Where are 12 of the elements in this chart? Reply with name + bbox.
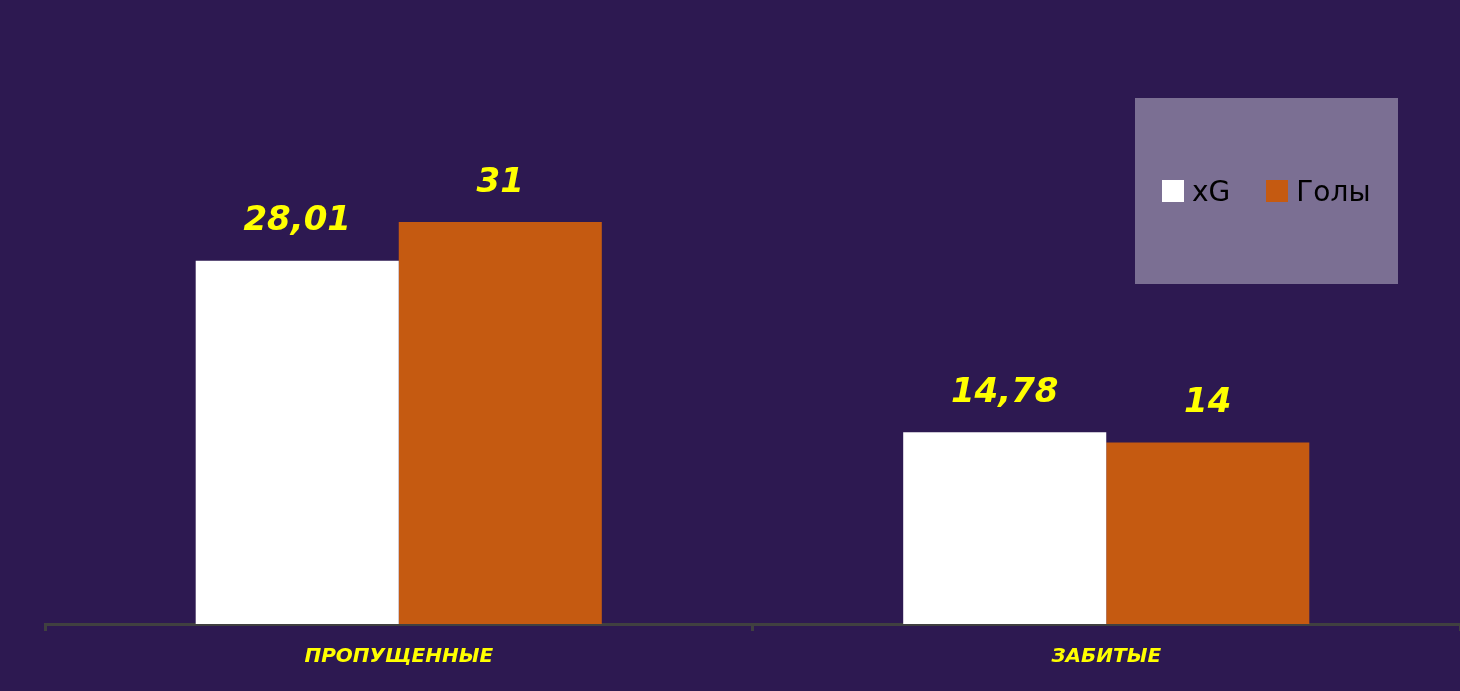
legend-label: Голы [1296,174,1371,208]
legend-label: xG [1192,174,1231,208]
bar [195,260,399,624]
data-label: 31 [476,159,524,200]
bar [398,221,602,624]
bar [1106,442,1310,624]
data-label: 28,01 [243,198,351,239]
x-tick-label: ЗАБИТЫЕ [1050,643,1162,668]
data-label: 14,78 [950,370,1059,411]
data-label: 14 [1184,380,1232,421]
x-tick-label: ПРОПУЩЕННЫЕ [304,643,494,668]
bar [903,432,1107,624]
